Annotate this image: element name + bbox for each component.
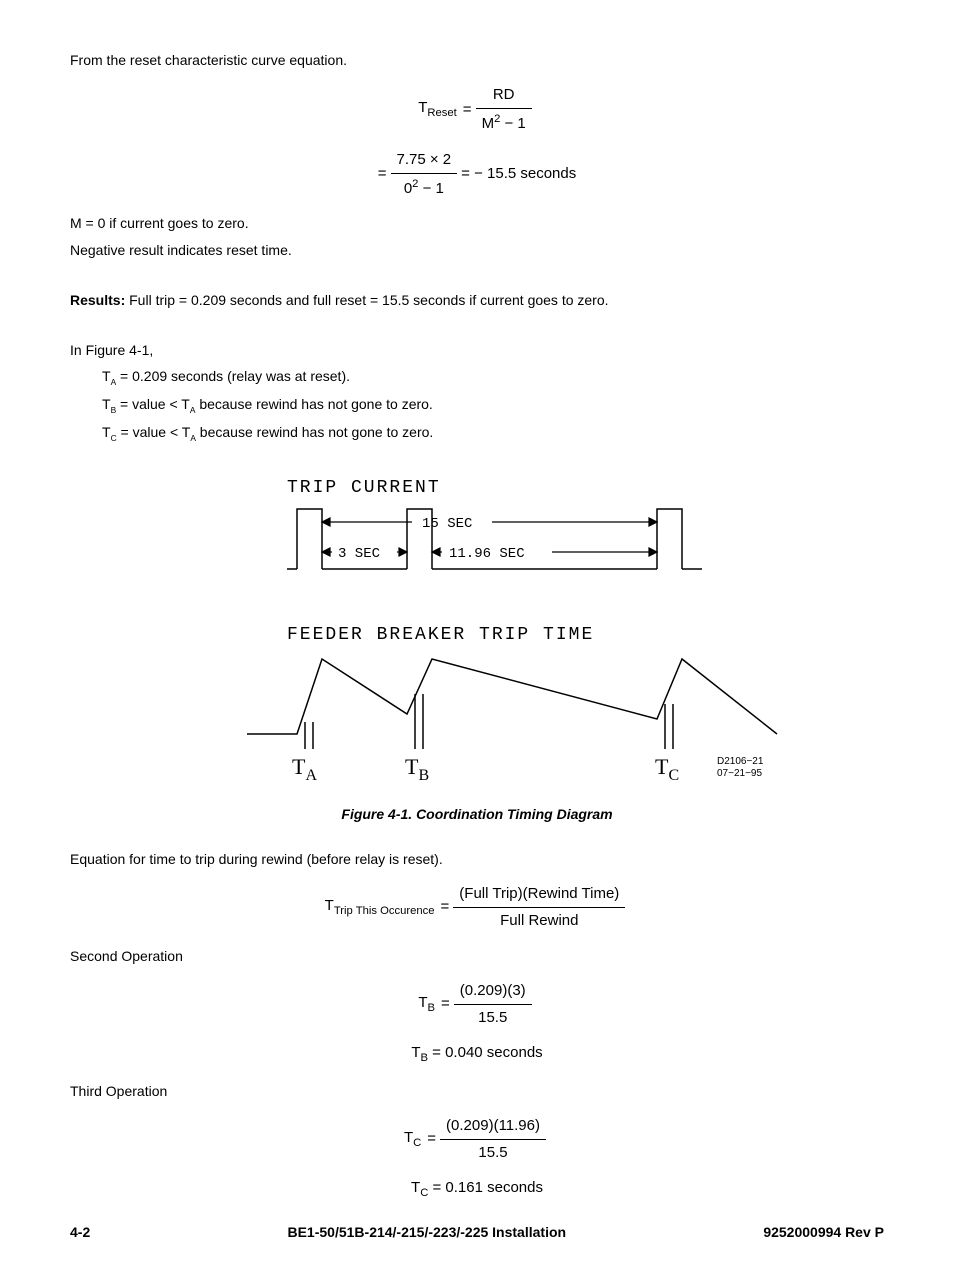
svg-text:11.96 SEC: 11.96 SEC xyxy=(449,546,525,562)
equation-tc: TC = (0.209)(11.96) 15.5 xyxy=(70,1115,884,1164)
equation-tb-result: TB = 0.040 seconds xyxy=(70,1042,884,1066)
m-zero-note: M = 0 if current goes to zero. xyxy=(70,213,884,233)
svg-text:TRIP CURRENT: TRIP CURRENT xyxy=(287,478,441,498)
in-figure-line: In Figure 4-1, xyxy=(70,340,884,360)
bullet-tb: TB = value < TA because rewind has not g… xyxy=(102,394,884,416)
equation-tc-result: TC = 0.161 seconds xyxy=(70,1177,884,1201)
intro-text: From the reset characteristic curve equa… xyxy=(70,50,884,70)
rewind-eq-intro: Equation for time to trip during rewind … xyxy=(70,849,884,869)
footer-title: BE1-50/51B-214/-215/-223/-225 Installati… xyxy=(287,1222,566,1242)
svg-text:TC: TC xyxy=(655,754,679,784)
bullet-tc: TC = value < TA because rewind has not g… xyxy=(102,422,884,444)
equation-reset: TReset = RD M2 − 1 xyxy=(70,84,884,135)
svg-text:TB: TB xyxy=(405,754,429,784)
figure-caption: Figure 4-1. Coordination Timing Diagram xyxy=(70,804,884,824)
svg-text:3 SEC: 3 SEC xyxy=(338,546,380,562)
footer-page-number: 4-2 xyxy=(70,1222,90,1242)
negative-note: Negative result indicates reset time. xyxy=(70,240,884,260)
svg-text:FEEDER BREAKER TRIP TIME: FEEDER BREAKER TRIP TIME xyxy=(287,625,594,645)
figure-4-1: TRIP CURRENT 15 SEC 3 SEC 11.96 SEC xyxy=(70,474,884,794)
equation-reset-value: = 7.75 × 2 02 − 1 = − 15.5 seconds xyxy=(70,149,884,200)
svg-text:D2106−21: D2106−21 xyxy=(717,756,764,767)
third-operation-label: Third Operation xyxy=(70,1081,884,1101)
footer-revision: 9252000994 Rev P xyxy=(763,1222,884,1242)
svg-text:15 SEC: 15 SEC xyxy=(422,516,472,532)
svg-text:07−21−95: 07−21−95 xyxy=(717,768,762,779)
equation-trip-occurrence: TTrip This Occurence = (Full Trip)(Rewin… xyxy=(70,883,884,932)
second-operation-label: Second Operation xyxy=(70,946,884,966)
results-line: Results: Full trip = 0.209 seconds and f… xyxy=(70,290,884,310)
page-footer: 4-2 BE1-50/51B-214/-215/-223/-225 Instal… xyxy=(70,1222,884,1242)
bullet-ta: TA = 0.209 seconds (relay was at reset). xyxy=(102,366,884,388)
equation-tb: TB = (0.209)(3) 15.5 xyxy=(70,980,884,1029)
svg-text:TA: TA xyxy=(292,754,317,784)
